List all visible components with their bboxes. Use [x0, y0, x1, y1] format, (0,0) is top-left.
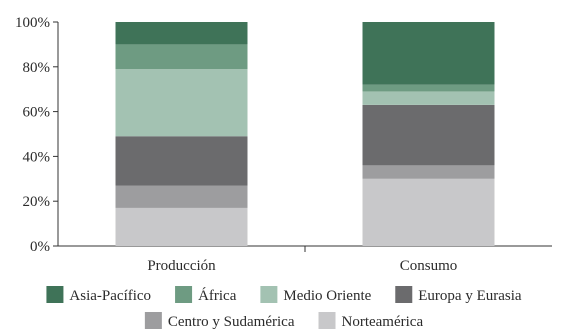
x-category-label: Producción	[147, 258, 216, 274]
y-tick-label: 40%	[23, 149, 51, 165]
y-tick-label: 60%	[23, 105, 51, 121]
bar-segment-asia-pacifico-consumo	[362, 22, 495, 85]
bar-segment-medio-oriente-consumo	[362, 91, 495, 105]
x-axis: Producción Consumo	[58, 245, 552, 274]
bar-segment-asia-pacifico-produccion	[115, 22, 248, 45]
legend-swatch-medio-oriente	[260, 286, 278, 303]
legend-label-centro-y-sudamerica: Centro y Sudamérica	[168, 314, 295, 330]
bar-segment-europa-y-eurasia-produccion	[115, 136, 248, 186]
legend-swatch-centro-y-sudamerica	[144, 312, 162, 329]
legend-label-norteamerica: Norteamérica	[342, 314, 424, 330]
legend-label-asia-pacifico: Asia-Pacífico	[69, 288, 151, 304]
legend-label-africa: África	[198, 287, 237, 304]
y-tick-label: 20%	[23, 194, 51, 210]
legend: Asia-Pacífico África Medio Oriente Europa y…	[46, 286, 522, 330]
legend-label-europa-y-eurasia: Europa y Eurasia	[418, 288, 522, 304]
bar-segment-norteamerica-produccion	[115, 207, 248, 246]
bar-segment-centro-y-sudamerica-consumo	[362, 165, 495, 179]
legend-swatch-norteamerica	[318, 312, 336, 329]
y-axis: 0% 20% 40% 60% 80% 100%	[15, 15, 59, 255]
legend-swatch-europa-y-eurasia	[395, 286, 413, 303]
legend-swatch-asia-pacifico	[46, 286, 64, 303]
y-tick-label: 100%	[15, 15, 50, 31]
y-tick-label: 80%	[23, 60, 51, 76]
legend-swatch-africa	[175, 286, 193, 303]
y-tick-label: 0%	[30, 239, 50, 255]
bar-segment-norteamerica-consumo	[362, 178, 495, 246]
bar-segment-africa-consumo	[362, 84, 495, 92]
x-category-label: Consumo	[400, 258, 458, 274]
bars	[115, 22, 495, 246]
bar-segment-europa-y-eurasia-consumo	[362, 104, 495, 166]
bar-segment-medio-oriente-produccion	[115, 69, 248, 137]
legend-label-medio-oriente: Medio Oriente	[283, 288, 371, 304]
bar-segment-centro-y-sudamerica-produccion	[115, 185, 248, 208]
bar-segment-africa-produccion	[115, 44, 248, 70]
